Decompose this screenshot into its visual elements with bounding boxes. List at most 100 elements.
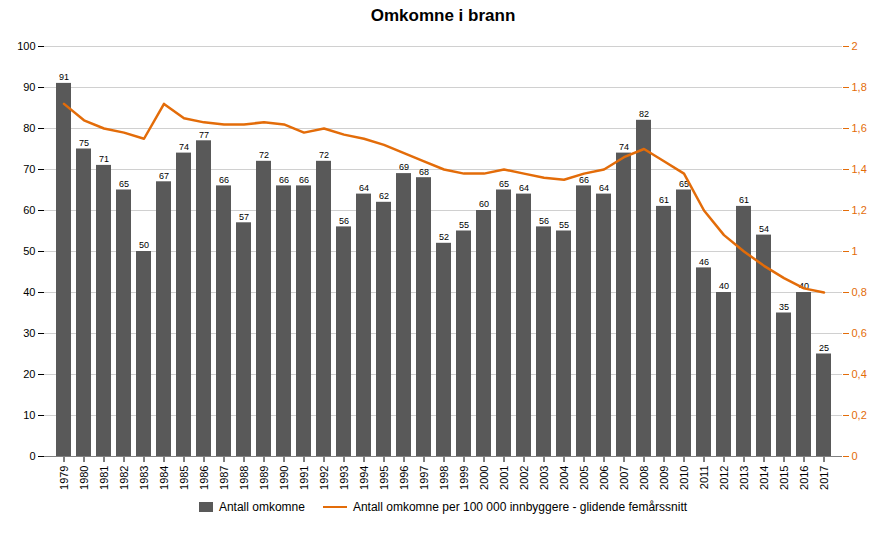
svg-text:1997: 1997 [418, 466, 430, 490]
svg-text:46: 46 [699, 257, 709, 267]
svg-text:2: 2 [852, 40, 858, 52]
svg-text:2015: 2015 [778, 466, 790, 490]
svg-text:2013: 2013 [738, 466, 750, 490]
svg-text:2009: 2009 [658, 466, 670, 490]
svg-text:1986: 1986 [198, 466, 210, 490]
svg-text:68: 68 [419, 167, 429, 177]
svg-text:82: 82 [639, 109, 649, 119]
svg-text:66: 66 [299, 175, 309, 185]
html-text:Antall omkomne: Antall omkomne [218, 500, 305, 514]
svg-text:2014: 2014 [758, 466, 770, 490]
svg-text:100: 100 [17, 40, 35, 52]
svg-text:50: 50 [23, 245, 35, 257]
svg-text:1989: 1989 [258, 466, 270, 490]
svg-text:66: 66 [219, 175, 229, 185]
svg-text:64: 64 [359, 183, 369, 193]
svg-text:1988: 1988 [238, 466, 250, 490]
svg-text:1,8: 1,8 [852, 81, 867, 93]
svg-text:64: 64 [519, 183, 529, 193]
svg-text:65: 65 [499, 179, 509, 189]
svg-text:2001: 2001 [498, 466, 510, 490]
svg-text:61: 61 [659, 195, 669, 205]
svg-text:1983: 1983 [138, 466, 150, 490]
svg-text:0,6: 0,6 [852, 327, 867, 339]
svg-text:60: 60 [479, 199, 489, 209]
svg-text:2004: 2004 [558, 466, 570, 490]
svg-text:57: 57 [239, 212, 249, 222]
svg-text:66: 66 [579, 175, 589, 185]
svg-text:1: 1 [852, 245, 858, 257]
svg-text:0,2: 0,2 [852, 409, 867, 421]
svg-text:1981: 1981 [98, 466, 110, 490]
svg-text:2017: 2017 [818, 466, 830, 490]
svg-text:72: 72 [259, 150, 269, 160]
svg-text:30: 30 [23, 327, 35, 339]
svg-text:0: 0 [29, 450, 35, 462]
svg-text:50: 50 [139, 240, 149, 250]
svg-text:90: 90 [23, 81, 35, 93]
svg-text:67: 67 [159, 171, 169, 181]
svg-text:0,8: 0,8 [852, 286, 867, 298]
svg-text:1998: 1998 [438, 466, 450, 490]
svg-text:55: 55 [459, 220, 469, 230]
svg-text:1995: 1995 [378, 466, 390, 490]
svg-text:2006: 2006 [598, 466, 610, 490]
svg-text:80: 80 [23, 122, 35, 134]
svg-text:1994: 1994 [358, 466, 370, 490]
html-text:Omkomne i brann: Omkomne i brann [370, 6, 516, 25]
svg-text:1996: 1996 [398, 466, 410, 490]
svg-text:75: 75 [79, 138, 89, 148]
svg-text:54: 54 [759, 224, 769, 234]
svg-text:1991: 1991 [298, 466, 310, 490]
svg-text:1980: 1980 [78, 466, 90, 490]
svg-text:2005: 2005 [578, 466, 590, 490]
svg-text:1985: 1985 [178, 466, 190, 490]
svg-text:2012: 2012 [718, 466, 730, 490]
svg-text:35: 35 [779, 302, 789, 312]
svg-text:71: 71 [99, 154, 109, 164]
svg-text:1987: 1987 [218, 466, 230, 490]
svg-text:2002: 2002 [518, 466, 530, 490]
svg-text:1999: 1999 [458, 466, 470, 490]
svg-text:55: 55 [559, 220, 569, 230]
svg-text:2007: 2007 [618, 466, 630, 490]
svg-text:40: 40 [719, 281, 729, 291]
svg-text:1984: 1984 [158, 466, 170, 490]
svg-text:65: 65 [119, 179, 129, 189]
svg-text:69: 69 [399, 162, 409, 172]
svg-text:0: 0 [852, 450, 858, 462]
svg-text:1,4: 1,4 [852, 163, 867, 175]
svg-text:70: 70 [23, 163, 35, 175]
svg-text:66: 66 [279, 175, 289, 185]
svg-text:2011: 2011 [698, 466, 710, 490]
svg-text:60: 60 [23, 204, 35, 216]
svg-text:56: 56 [539, 216, 549, 226]
svg-text:74: 74 [619, 142, 629, 152]
svg-text:62: 62 [379, 191, 389, 201]
svg-text:2016: 2016 [798, 466, 810, 490]
svg-text:56: 56 [339, 216, 349, 226]
svg-text:52: 52 [439, 232, 449, 242]
svg-text:77: 77 [199, 130, 209, 140]
svg-text:1990: 1990 [278, 466, 290, 490]
svg-text:1979: 1979 [58, 466, 70, 490]
svg-text:1992: 1992 [318, 466, 330, 490]
svg-text:25: 25 [819, 343, 829, 353]
svg-text:10: 10 [23, 409, 35, 421]
svg-text:1982: 1982 [118, 466, 130, 490]
svg-text:2003: 2003 [538, 466, 550, 490]
svg-text:72: 72 [319, 150, 329, 160]
svg-text:61: 61 [739, 195, 749, 205]
svg-text:2008: 2008 [638, 466, 650, 490]
svg-text:64: 64 [599, 183, 609, 193]
svg-text:2000: 2000 [478, 466, 490, 490]
svg-text:40: 40 [23, 286, 35, 298]
svg-text:1,6: 1,6 [852, 122, 867, 134]
svg-text:20: 20 [23, 368, 35, 380]
svg-text:74: 74 [179, 142, 189, 152]
svg-text:91: 91 [59, 72, 69, 82]
svg-text:1,2: 1,2 [852, 204, 867, 216]
svg-text:2010: 2010 [678, 466, 690, 490]
svg-text:0,4: 0,4 [852, 368, 867, 380]
svg-text:1993: 1993 [338, 466, 350, 490]
